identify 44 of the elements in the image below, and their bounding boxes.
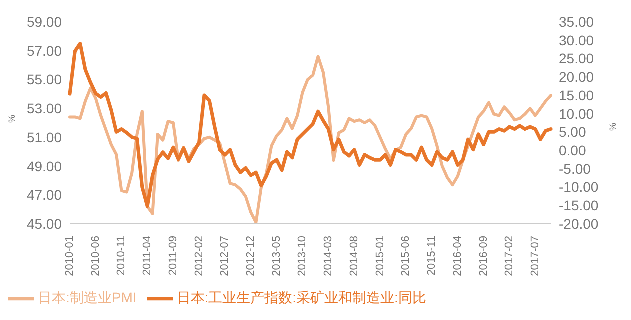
x-tick-label: 2015-11 [426, 236, 438, 276]
y2-tick-label: 35.00 [559, 14, 594, 30]
y2-tick-label: -20.00 [559, 216, 599, 232]
x-tick-label: 2010-11 [116, 236, 128, 276]
y-tick-label: 57.00 [26, 42, 62, 59]
x-tick-label: 2013-10 [296, 236, 309, 276]
y2-axis-title: % [608, 123, 618, 132]
legend-label: 日本:工业生产指数:采矿业和制造业:同比 [176, 290, 426, 306]
x-tick-label: 2012-07 [219, 236, 232, 276]
y-tick-label: 49.00 [26, 158, 62, 174]
y2-tick-label: -15.00 [559, 198, 599, 214]
y2-tick-label: 20.00 [559, 69, 594, 86]
y-tick-label: 53.00 [26, 100, 62, 117]
y2-tick-label: 0.00 [559, 142, 586, 159]
y-axis-title: % [7, 114, 18, 123]
x-tick-label: 2012-02 [193, 236, 206, 276]
y2-tick-label: 10.00 [559, 106, 594, 122]
legend-label: 日本:制造业PMI [38, 290, 137, 306]
x-tick-label: 2012-12 [245, 236, 258, 276]
y2-tick-label: -5.00 [559, 160, 592, 177]
y-tick-label: 51.00 [26, 129, 62, 146]
x-tick-label: 2011-04 [142, 236, 154, 276]
x-tick-label: 2014-08 [348, 236, 360, 276]
x-tick-label: 2015-01 [374, 236, 386, 276]
y2-tick-label: -10.00 [559, 179, 599, 196]
y2-tick-label: 15.00 [559, 87, 594, 104]
y-tick-label: 47.00 [26, 187, 62, 204]
x-tick-label: 2010-06 [90, 236, 102, 276]
y-tick-label: 55.00 [26, 72, 62, 88]
y-tick-label: 59.00 [26, 14, 62, 30]
x-tick-label: 2016-04 [452, 236, 464, 276]
x-tick-label: 2011-09 [167, 236, 180, 276]
x-tick-label: 2017-02 [504, 236, 516, 276]
line-series [68, 42, 553, 208]
y-tick-label: 45.00 [26, 216, 62, 232]
x-tick-label: 2010-01 [64, 236, 76, 276]
x-tick-label: 2016-09 [478, 236, 490, 276]
x-tick-label: 2015-06 [400, 236, 412, 276]
y2-tick-label: 25.00 [559, 50, 594, 67]
x-tick-label: 2013-05 [270, 236, 283, 276]
y2-tick-label: 5.00 [559, 124, 586, 140]
x-tick-label: 2014-03 [322, 236, 335, 276]
x-tick-label: 2017-07 [529, 236, 542, 276]
y2-tick-label: 30.00 [559, 32, 594, 48]
